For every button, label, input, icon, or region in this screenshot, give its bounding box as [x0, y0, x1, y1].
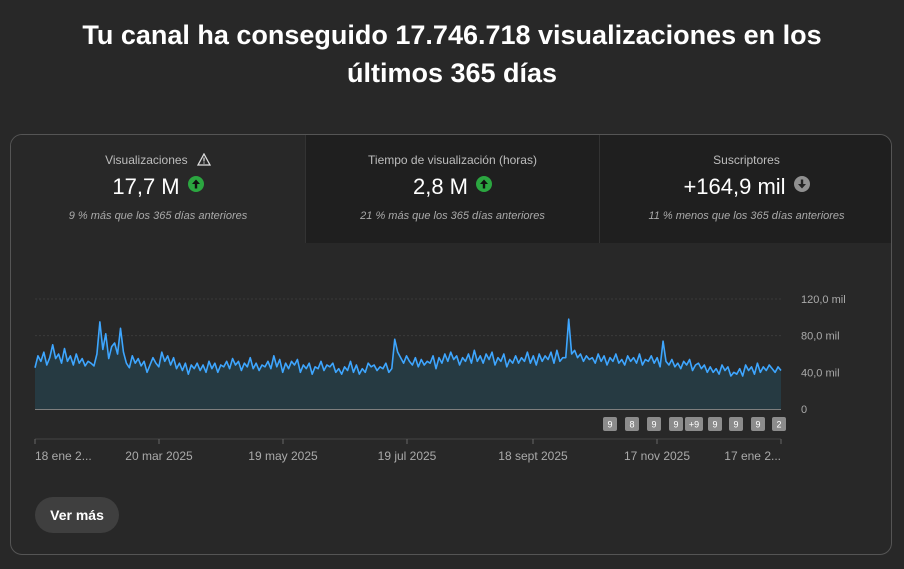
annotation-marker[interactable] [685, 417, 703, 431]
arrow-down-icon [793, 176, 810, 192]
x-tick-label: 19 may 2025 [248, 449, 318, 463]
see-more-button[interactable]: Ver más [35, 497, 119, 533]
page-headline: Tu canal ha conseguido 17.746.718 visual… [0, 16, 904, 92]
y-tick-label: 80,0 mil [801, 331, 840, 343]
metric-title: Suscriptores [713, 153, 780, 167]
y-tick-label: 40,0 mil [801, 367, 840, 379]
headline-line-2: últimos 365 días [346, 58, 558, 88]
annotation-marker-label: 8 [629, 420, 634, 430]
annotation-marker-label: 9 [755, 420, 760, 430]
annotation-marker-label: 9 [733, 420, 738, 430]
analytics-card: Visualizaciones 17,7 M 9 % más que los 3… [10, 134, 892, 555]
metric-value: 17,7 M [112, 174, 180, 199]
arrow-up-icon [187, 176, 204, 192]
metric-title: Visualizaciones [105, 153, 188, 167]
annotation-marker-label: +9 [689, 420, 699, 430]
x-tick-label: 20 mar 2025 [125, 449, 193, 463]
x-tick-label: 18 sept 2025 [498, 449, 568, 463]
x-tick-label: 17 ene 2... [724, 449, 781, 463]
y-tick-label: 0 [801, 404, 807, 416]
metric-tabs: Visualizaciones 17,7 M 9 % más que los 3… [11, 135, 891, 243]
metric-tab-subscribers[interactable]: Suscriptores +164,9 mil 11 % menos que l… [599, 135, 891, 243]
annotation-marker-label: 9 [651, 420, 656, 430]
annotation-marker[interactable] [729, 417, 743, 431]
annotation-marker[interactable] [772, 417, 786, 431]
y-tick-label: 120,0 mil [801, 294, 846, 306]
annotation-marker-label: 9 [712, 420, 717, 430]
annotation-marker-label: 9 [673, 420, 678, 430]
x-tick-label: 19 jul 2025 [378, 449, 437, 463]
metric-value: 2,8 M [412, 174, 469, 199]
views-chart[interactable]: 0 40,0 mil 80,0 mil 120,0 mil 9 8 9 9 +9 9 9 9 2 18 e… [11, 255, 892, 475]
metric-title: Tiempo de visualización (horas) [368, 153, 537, 167]
annotation-marker[interactable] [647, 417, 661, 431]
metric-tab-watch-time[interactable]: Tiempo de visualización (horas) 2,8 M 21… [305, 135, 599, 243]
series-area [35, 319, 781, 409]
annotation-marker[interactable] [751, 417, 765, 431]
x-tick-label: 18 ene 2... [35, 449, 92, 463]
annotation-marker-label: 9 [607, 420, 612, 430]
metric-comparison: 21 % más que los 365 días anteriores [360, 210, 545, 222]
metric-tab-views[interactable]: Visualizaciones 17,7 M 9 % más que los 3… [11, 135, 305, 243]
series-line [34, 318, 782, 377]
annotation-marker[interactable] [669, 417, 683, 431]
annotation-marker[interactable] [603, 417, 617, 431]
warning-icon[interactable] [196, 152, 212, 169]
metric-comparison: 9 % más que los 365 días anteriores [68, 210, 248, 222]
x-tick-label: 17 nov 2025 [624, 449, 690, 463]
metric-comparison: 11 % menos que los 365 días anteriores [648, 210, 845, 222]
headline-line-1: Tu canal ha conseguido 17.746.718 visual… [82, 20, 822, 50]
annotation-marker[interactable] [708, 417, 722, 431]
annotation-marker-label: 2 [776, 420, 781, 430]
metric-value: +164,9 mil [683, 174, 786, 199]
annotation-marker[interactable] [625, 417, 639, 431]
arrow-up-icon [476, 176, 493, 192]
